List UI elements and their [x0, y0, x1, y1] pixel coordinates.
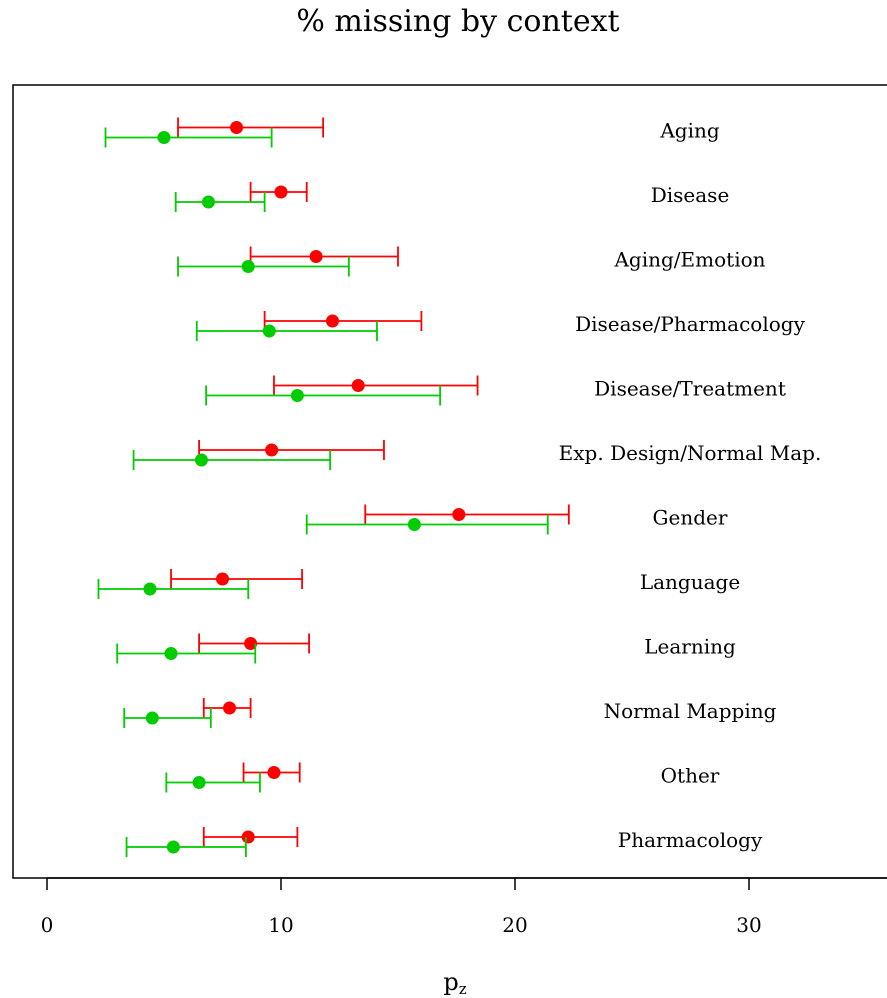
data-point	[145, 711, 159, 725]
category-label: Disease	[651, 183, 730, 207]
error-bar-group	[273, 375, 479, 396]
error-bar-group	[174, 192, 266, 212]
x-axis-label: pz	[443, 968, 466, 998]
data-point	[309, 250, 323, 263]
error-bar-group	[165, 772, 261, 793]
data-point	[267, 766, 281, 779]
error-bar-group	[249, 182, 308, 202]
category-label: Aging	[659, 119, 720, 143]
category-labels: Aging Disease Aging/Emotion Disease/Pharmac…	[559, 119, 822, 853]
error-bar-group	[195, 321, 378, 341]
data-point	[452, 508, 466, 521]
x-axis-label-main: p	[443, 968, 458, 996]
category-label: Learning	[644, 635, 736, 659]
data-point	[265, 443, 279, 457]
data-point	[241, 260, 255, 273]
x-axis-label-subscript: z	[459, 980, 467, 998]
x-tick-label: 30	[736, 913, 761, 937]
data-point	[143, 582, 157, 596]
plot-frame	[12, 84, 887, 879]
data-point	[223, 701, 237, 715]
data-point	[244, 637, 258, 650]
category-label: Gender	[653, 506, 728, 530]
category-label: Disease/Treatment	[594, 377, 786, 401]
data-point	[351, 379, 365, 392]
data-point	[274, 185, 288, 199]
error-bar-group	[125, 837, 247, 857]
error-bar-group	[123, 708, 212, 728]
category-label: Pharmacology	[618, 828, 763, 852]
error-bar-group	[132, 450, 332, 470]
category-label: Language	[640, 570, 740, 594]
chart-marks	[97, 117, 570, 857]
data-point	[216, 572, 229, 586]
chart-title: % missing by context	[296, 4, 619, 39]
data-point	[164, 647, 178, 660]
data-point	[290, 389, 304, 402]
error-bar-group	[364, 504, 570, 525]
data-point	[241, 830, 255, 844]
error-bar-group	[205, 385, 442, 406]
error-bar-group	[116, 643, 257, 664]
error-bar-group	[242, 762, 301, 783]
error-bar-group	[104, 127, 273, 148]
error-bar-group	[249, 246, 399, 267]
error-bar-group	[170, 569, 303, 589]
error-bar-group	[198, 633, 310, 654]
data-point	[262, 324, 276, 338]
error-bar-group	[202, 827, 299, 847]
category-label: Exp. Design/Normal Map.	[559, 441, 822, 465]
error-bar-group	[177, 117, 325, 138]
x-tick-label: 20	[502, 913, 527, 937]
error-bar-group	[177, 256, 350, 277]
x-tick-label: 10	[268, 913, 293, 937]
category-label: Normal Mapping	[604, 699, 777, 723]
x-axis: 0 10 20 30	[41, 877, 887, 937]
error-bar-group	[305, 514, 549, 535]
data-point	[325, 314, 339, 328]
error-bar-group	[263, 311, 423, 331]
data-point	[157, 131, 171, 144]
category-label: Aging/Emotion	[613, 248, 765, 272]
data-point	[201, 195, 215, 209]
error-bar-group	[198, 440, 385, 460]
error-bar-group	[97, 579, 250, 599]
data-point	[192, 776, 206, 789]
category-label: Other	[661, 764, 720, 788]
category-label: Disease/Pharmacology	[575, 312, 805, 336]
data-point	[230, 121, 244, 134]
data-point	[166, 840, 180, 854]
x-tick-label: 0	[41, 913, 54, 937]
data-point	[194, 453, 208, 467]
data-point	[407, 518, 421, 531]
